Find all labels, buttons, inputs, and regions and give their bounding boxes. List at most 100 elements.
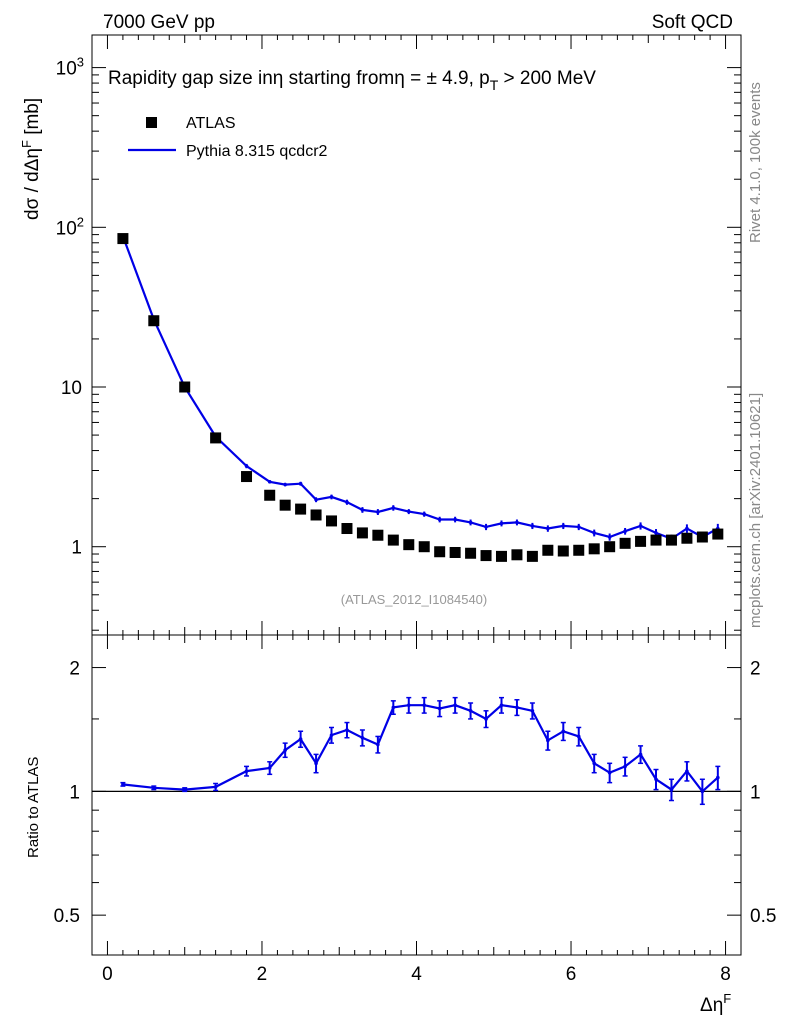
ratio-point <box>654 777 658 782</box>
ratio-point <box>314 761 318 766</box>
ratio-point <box>213 785 218 789</box>
legend-atlas-label: ATLAS <box>186 115 236 132</box>
ratio-point <box>152 786 156 790</box>
atlas-point <box>326 515 338 527</box>
main-y-tick-label: 10 <box>61 378 82 399</box>
pythia-point <box>437 517 442 522</box>
main-y-tick-label: 102 <box>56 214 84 239</box>
ratio-point <box>468 708 473 713</box>
ratio-point <box>422 703 427 707</box>
ratio-point <box>546 738 550 743</box>
analysis-watermark: (ATLAS_2012_I1084540) <box>341 592 487 607</box>
pythia-point <box>468 520 473 525</box>
main-y-axis-label: dσ / dΔηF [mb] <box>19 98 43 220</box>
rivet-version-label: Rivet 4.1.0, 100k events <box>747 82 764 243</box>
atlas-point <box>210 432 222 444</box>
pythia-point <box>329 495 334 499</box>
plot-title: Rapidity gap size inη starting fromη = ±… <box>108 68 596 93</box>
ratio-point <box>298 737 303 741</box>
ratio-point <box>499 703 504 707</box>
pythia-series <box>121 233 720 544</box>
x-axis-label: ΔηF <box>700 991 731 1016</box>
atlas-point <box>542 544 554 556</box>
main-y-tick-label: 103 <box>56 55 84 80</box>
pythia-point <box>453 517 457 522</box>
ratio-point <box>121 782 125 787</box>
ratio-series <box>120 696 721 806</box>
energy-label: 7000 GeV pp <box>103 12 215 33</box>
ratio-panel-frame <box>91 634 742 956</box>
pythia-point <box>298 481 303 486</box>
pythia-point <box>422 512 427 516</box>
ratio-point <box>484 717 488 721</box>
atlas-point <box>604 541 616 553</box>
atlas-point <box>449 546 461 558</box>
atlas-point <box>635 535 647 547</box>
x-tick-label: 8 <box>720 964 731 985</box>
ratio-point <box>267 766 272 770</box>
x-tick-label: 2 <box>257 964 268 985</box>
ratio-y-tick-label-left: 2 <box>69 659 80 680</box>
pythia-point <box>592 531 597 535</box>
ratio-point <box>638 752 643 757</box>
ratio-point <box>406 703 411 707</box>
atlas-point <box>588 543 600 555</box>
main-y-tick-label: 1 <box>71 538 82 559</box>
pythia-point <box>499 521 504 526</box>
mcplots-label: mcplots.cern.ch [arXiv:2401.10621] <box>747 393 764 628</box>
ratio-y-axis-label: Ratio to ATLAS <box>25 757 42 858</box>
atlas-point <box>179 381 191 393</box>
ratio-point <box>437 706 442 711</box>
ratio-point <box>700 789 705 794</box>
pythia-point <box>376 510 380 514</box>
ratio-point <box>360 735 365 740</box>
pythia-point <box>576 525 581 529</box>
pythia-point <box>546 526 550 531</box>
ratio-y-tick-label-left: 0.5 <box>54 906 80 927</box>
process-label: Soft QCD <box>652 12 733 33</box>
atlas-point <box>665 534 677 546</box>
ratio-point <box>530 708 535 713</box>
ratio-y-tick-label-right: 1 <box>750 782 761 803</box>
atlas-point <box>465 547 477 559</box>
pythia-point <box>391 506 396 510</box>
ratio-y-tick-label-right: 2 <box>750 659 761 680</box>
atlas-point <box>279 499 291 511</box>
ratio-point <box>669 787 674 792</box>
atlas-point <box>681 532 693 544</box>
ratio-point <box>391 705 396 710</box>
ratio-point <box>576 734 581 739</box>
pythia-point <box>406 509 411 514</box>
atlas-series <box>117 233 724 562</box>
ratio-point <box>283 748 287 752</box>
x-tick-label: 6 <box>566 964 577 985</box>
pythia-point <box>638 524 643 528</box>
atlas-point <box>356 527 368 539</box>
pythia-point <box>267 479 272 484</box>
atlas-point <box>495 550 507 562</box>
ratio-point <box>329 733 334 737</box>
atlas-point <box>117 233 129 245</box>
ratio-y-tick-label-right: 0.5 <box>750 906 776 927</box>
atlas-point <box>480 550 492 562</box>
atlas-point <box>372 529 384 541</box>
atlas-point <box>557 545 569 557</box>
pythia-point <box>530 524 535 528</box>
ratio-point <box>515 705 519 710</box>
ratio-point <box>685 769 689 773</box>
atlas-point <box>403 539 415 551</box>
pythia-point <box>345 500 349 504</box>
atlas-point <box>696 531 708 543</box>
ratio-point <box>345 728 349 732</box>
atlas-point <box>526 550 538 562</box>
atlas-point <box>241 471 253 483</box>
pythia-point <box>360 508 365 512</box>
atlas-point <box>387 534 399 546</box>
atlas-point <box>148 315 160 327</box>
atlas-point <box>310 509 322 521</box>
x-tick-label: 0 <box>102 964 113 985</box>
atlas-point <box>712 528 724 540</box>
pythia-point <box>314 497 318 502</box>
